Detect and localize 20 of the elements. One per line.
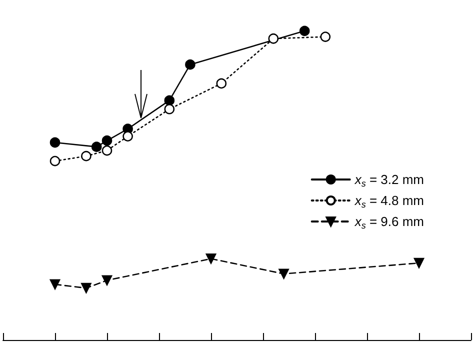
point (91, 142, 102, 152)
point (50, 156, 60, 166)
point (164, 104, 175, 114)
point (216, 78, 227, 89)
point (164, 95, 175, 106)
point (299, 26, 310, 36)
point (206, 254, 216, 264)
point (414, 258, 424, 268)
point (102, 275, 112, 286)
point (81, 282, 92, 294)
point (50, 279, 60, 290)
point (320, 32, 331, 42)
point (50, 137, 60, 148)
point (102, 145, 112, 156)
point (278, 268, 289, 280)
point (185, 59, 196, 70)
point (102, 135, 112, 146)
point (81, 150, 92, 162)
point (122, 131, 133, 142)
point (268, 33, 279, 44)
